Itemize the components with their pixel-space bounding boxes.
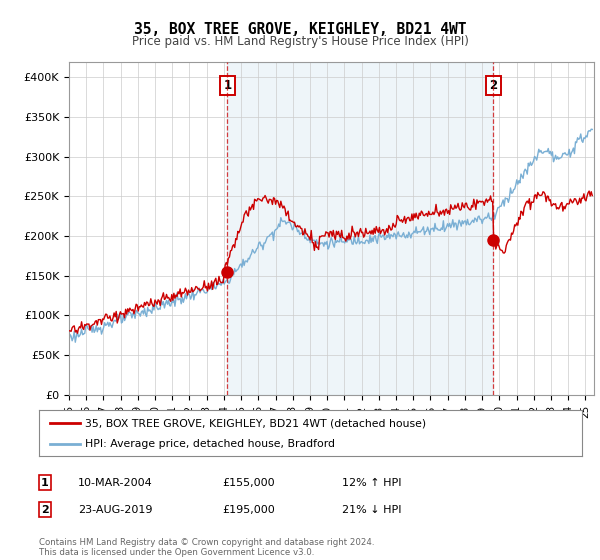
Text: 35, BOX TREE GROVE, KEIGHLEY, BD21 4WT (detached house): 35, BOX TREE GROVE, KEIGHLEY, BD21 4WT (… [85, 418, 426, 428]
Text: 2: 2 [41, 505, 49, 515]
Text: 2: 2 [489, 79, 497, 92]
Text: £155,000: £155,000 [222, 478, 275, 488]
Bar [227, 62, 493, 395]
Text: HPI: Average price, detached house, Bradford: HPI: Average price, detached house, Brad… [85, 440, 335, 450]
Text: 1: 1 [41, 478, 49, 488]
Text: 1: 1 [223, 79, 232, 92]
Text: 35, BOX TREE GROVE, KEIGHLEY, BD21 4WT: 35, BOX TREE GROVE, KEIGHLEY, BD21 4WT [134, 22, 466, 38]
Text: Price paid vs. HM Land Registry's House Price Index (HPI): Price paid vs. HM Land Registry's House … [131, 35, 469, 48]
Text: 12% ↑ HPI: 12% ↑ HPI [342, 478, 401, 488]
Text: 23-AUG-2019: 23-AUG-2019 [78, 505, 152, 515]
Text: 21% ↓ HPI: 21% ↓ HPI [342, 505, 401, 515]
Text: 10-MAR-2004: 10-MAR-2004 [78, 478, 153, 488]
Text: £195,000: £195,000 [222, 505, 275, 515]
Text: Contains HM Land Registry data © Crown copyright and database right 2024.
This d: Contains HM Land Registry data © Crown c… [39, 538, 374, 557]
